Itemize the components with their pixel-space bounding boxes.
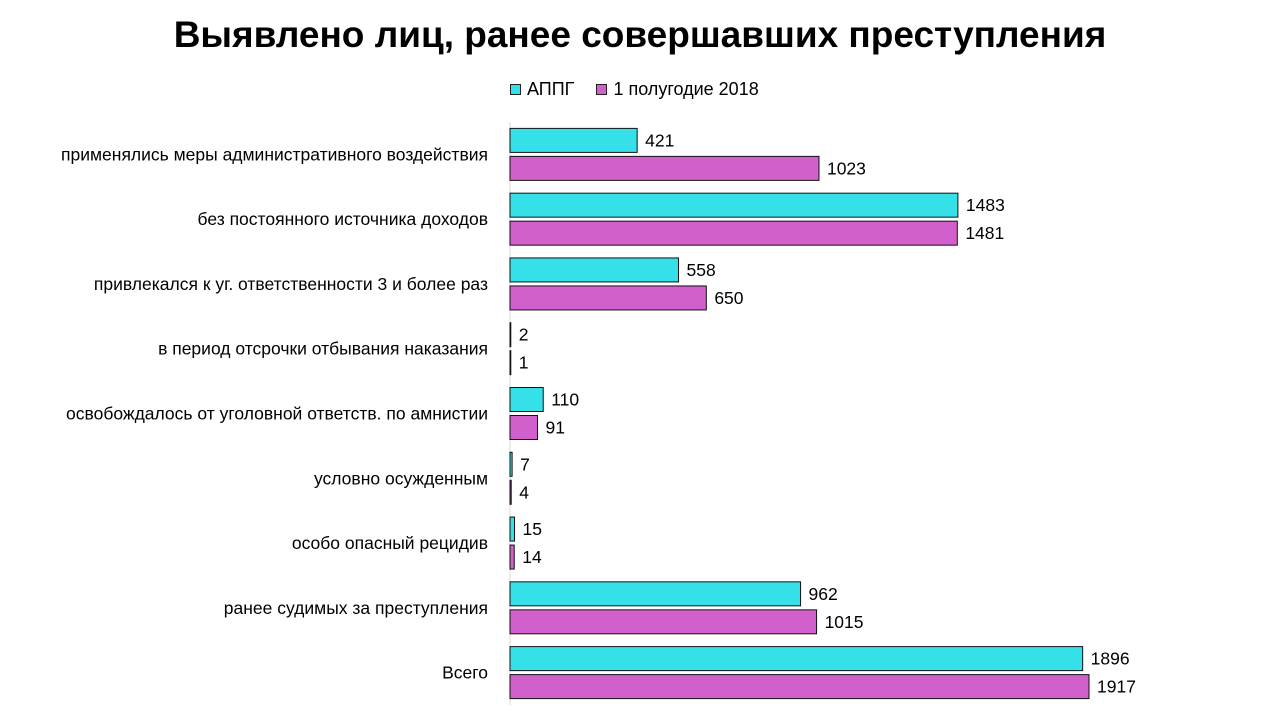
bar-2018: [509, 415, 538, 440]
bar-appg: [509, 387, 544, 412]
bar-appg: [509, 451, 513, 477]
bar-appg: [509, 127, 638, 153]
legend: АППГ 1 полугодие 2018: [510, 78, 781, 100]
value-label: 110: [551, 390, 579, 410]
bar-2018: [509, 479, 512, 505]
value-label: 4: [519, 482, 529, 502]
bar-2018: [509, 350, 512, 376]
bar-appg: [509, 516, 516, 542]
bar-appg: [509, 192, 959, 218]
bar-appg: [509, 581, 802, 607]
legend-swatch-appg: [510, 83, 521, 95]
value-label: 650: [714, 288, 743, 308]
bar-2018: [509, 155, 820, 181]
value-label: 91: [545, 418, 564, 438]
bar-appg: [509, 646, 1084, 672]
bar-2018: [509, 220, 958, 246]
value-label: 962: [809, 584, 838, 604]
value-label: 15: [523, 519, 542, 539]
value-label: 558: [687, 260, 716, 280]
legend-label-2018: 1 полугодие 2018: [613, 78, 759, 99]
legend-label-appg: АППГ: [527, 78, 575, 99]
value-label: 1917: [1097, 677, 1136, 697]
category-label: без постоянного источника доходов: [198, 209, 488, 229]
category-label: ранее судимых за преступления: [224, 598, 488, 618]
category-label: применялись меры административного возде…: [61, 144, 488, 164]
value-label: 1481: [965, 223, 1004, 243]
value-label: 7: [520, 454, 530, 474]
bar-2018: [509, 674, 1090, 700]
legend-item-2018: 1 полугодие 2018: [596, 78, 759, 100]
value-label: 2: [519, 325, 529, 345]
bar-2018: [509, 609, 818, 635]
category-label: условно осужденным: [314, 468, 488, 488]
bar-2018: [509, 285, 707, 311]
category-label: в период отсрочки отбывания наказания: [158, 339, 488, 359]
value-label: 421: [645, 130, 674, 150]
value-label: 1: [519, 353, 529, 373]
bar-2018: [509, 544, 515, 570]
legend-item-appg: АППГ: [510, 79, 574, 100]
value-label: 1483: [966, 195, 1005, 215]
category-label: Всего: [442, 663, 488, 683]
bar-appg: [509, 322, 512, 348]
category-label: освобождалось от уголовной ответств. по …: [66, 404, 488, 424]
chart-title: Выявлено лиц, ранее совершавших преступл…: [173, 14, 1107, 55]
bar-appg: [509, 257, 680, 283]
category-label: привлекался к уг. ответственности 3 и бо…: [94, 274, 488, 294]
legend-swatch-2018: [596, 83, 608, 95]
value-label: 1023: [827, 158, 866, 178]
value-label: 14: [522, 547, 542, 567]
category-label: особо опасный рецидив: [292, 533, 488, 553]
value-label: 1896: [1091, 649, 1130, 669]
value-label: 1015: [825, 612, 864, 632]
